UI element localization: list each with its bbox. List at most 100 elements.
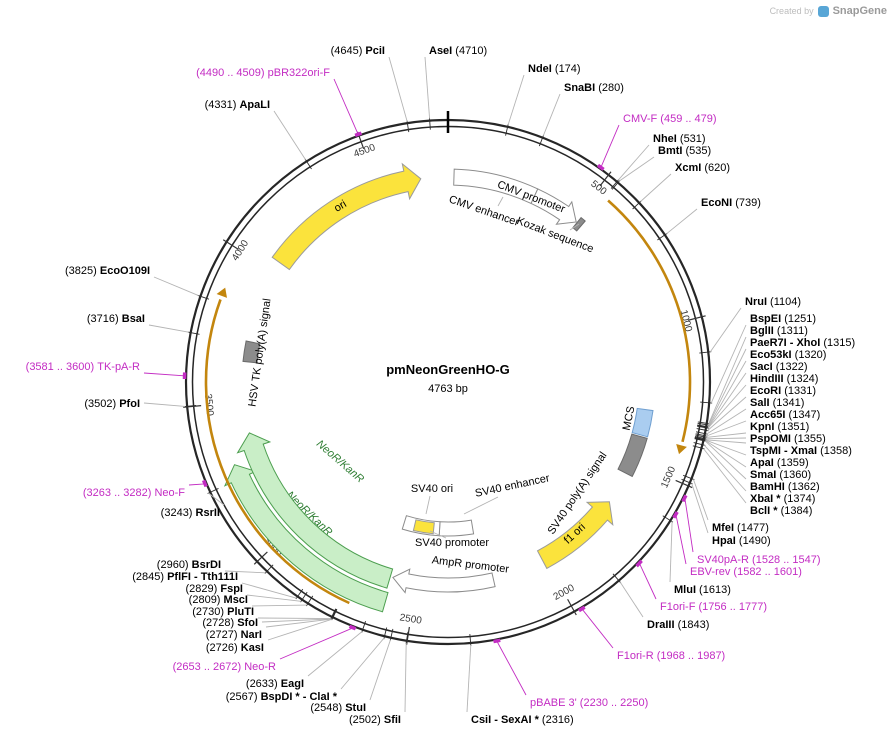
site-leader-pspomi bbox=[705, 437, 747, 440]
site-label-apai[interactable]: ApaI (1359) bbox=[750, 457, 809, 469]
site-label-stui[interactable]: (2548) StuI bbox=[310, 702, 366, 714]
site-leader-neo-f bbox=[188, 483, 205, 486]
site-label-bamhi[interactable]: BamHI (1362) bbox=[750, 481, 820, 493]
site-label-sfii[interactable]: (2502) SfiI bbox=[349, 714, 401, 726]
site-label-pcii[interactable]: (4645) PciI bbox=[331, 45, 385, 57]
sv40-promoter-label: SV40 promoter bbox=[415, 537, 489, 549]
feature-transcript-left-arrowhead bbox=[216, 287, 227, 298]
site-label-xcmi[interactable]: XcmI (620) bbox=[675, 162, 730, 174]
site-label-nari[interactable]: (2727) NarI bbox=[206, 629, 262, 641]
site-label-mlui[interactable]: MluI (1613) bbox=[674, 584, 731, 596]
feature-sv40-enhancer[interactable] bbox=[438, 519, 475, 537]
feature-neor-kanr-inner[interactable] bbox=[236, 432, 394, 589]
site-leader-msci bbox=[251, 604, 307, 607]
site-label-tspmi-xmai[interactable]: TspMI - XmaI (1358) bbox=[750, 445, 852, 457]
site-tick-mfei bbox=[683, 474, 695, 481]
feature-sv40-ori[interactable] bbox=[412, 519, 435, 535]
site-label-neo-f[interactable]: (3263 .. 3282) Neo-F bbox=[83, 487, 185, 499]
site-leader-pbabe-3 bbox=[496, 641, 527, 696]
site-label-sv40pa-r[interactable]: SV40pA-R (1528 .. 1547) bbox=[697, 554, 821, 566]
site-label-saci[interactable]: SacI (1322) bbox=[750, 361, 808, 373]
site-label-eco53ki[interactable]: Eco53kI (1320) bbox=[750, 349, 826, 361]
site-label-apali[interactable]: (4331) ApaLI bbox=[205, 99, 270, 111]
site-label-bspdi-clai[interactable]: (2567) BspDI * - ClaI * bbox=[226, 691, 338, 703]
primer-range-neo-r bbox=[348, 624, 357, 631]
site-label-kpni[interactable]: KpnI (1351) bbox=[750, 421, 809, 433]
site-label-xbai[interactable]: XbaI * (1374) bbox=[750, 493, 815, 505]
site-label-hpai[interactable]: HpaI (1490) bbox=[712, 535, 771, 547]
site-label-nhei[interactable]: NheI (531) bbox=[653, 133, 706, 145]
site-label-acc65i[interactable]: Acc65I (1347) bbox=[750, 409, 820, 421]
feature-transcript-right[interactable] bbox=[607, 199, 692, 443]
site-tick-hpai bbox=[681, 478, 693, 485]
site-leader-tk-pa-r bbox=[143, 372, 185, 377]
site-leader-kasi bbox=[267, 618, 333, 641]
site-label-bspei[interactable]: BspEI (1251) bbox=[750, 313, 816, 325]
primer-range-cmv-f bbox=[596, 163, 605, 171]
feature-f1-ori[interactable] bbox=[536, 501, 614, 570]
site-leader-saci bbox=[707, 372, 747, 428]
site-tick-sfii bbox=[405, 631, 409, 644]
site-tick-ecoo109i bbox=[197, 294, 210, 300]
site-label-pbabe-3[interactable]: pBABE 3' (2230 .. 2250) bbox=[530, 697, 648, 709]
feature-mcs[interactable] bbox=[631, 407, 654, 438]
site-label-ebv-rev[interactable]: EBV-rev (1582 .. 1601) bbox=[690, 566, 802, 578]
feature-ori[interactable] bbox=[271, 162, 422, 271]
site-label-ecoo109i[interactable]: (3825) EcoO109I bbox=[65, 265, 150, 277]
site-label-pflfi-tth111i[interactable]: (2845) PflFI - Tth111I bbox=[132, 571, 238, 583]
site-label-msci[interactable]: (2809) MscI bbox=[189, 594, 248, 606]
site-label-cmv-f[interactable]: CMV-F (459 .. 479) bbox=[623, 113, 717, 125]
site-label-fspi[interactable]: (2829) FspI bbox=[186, 583, 243, 595]
feature-transcript-left[interactable] bbox=[204, 299, 350, 605]
site-label-ecori[interactable]: EcoRI (1331) bbox=[750, 385, 816, 397]
site-label-pbr322ori-f[interactable]: (4490 .. 4509) pBR322ori-F bbox=[196, 67, 330, 79]
site-label-f1ori-f[interactable]: F1ori-F (1756 .. 1777) bbox=[660, 601, 767, 613]
site-label-bmti[interactable]: BmtI (535) bbox=[658, 145, 711, 157]
site-label-hindiii[interactable]: HindIII (1324) bbox=[750, 373, 818, 385]
feature-ampr-promoter[interactable] bbox=[392, 568, 496, 594]
site-label-bglii[interactable]: BglII (1311) bbox=[750, 325, 808, 337]
site-leader-paer7i-xhoi bbox=[708, 348, 747, 426]
site-tick-bspei bbox=[700, 401, 713, 404]
sv40-promoter-label-leader bbox=[429, 530, 447, 539]
site-label-sali[interactable]: SalI (1341) bbox=[750, 397, 804, 409]
site-label-pluti[interactable]: (2730) PluTI bbox=[192, 606, 254, 618]
site-label-bsrdi[interactable]: (2960) BsrDI bbox=[157, 559, 221, 571]
site-label-eagi[interactable]: (2633) EagI bbox=[246, 678, 304, 690]
site-label-sfoi[interactable]: (2728) SfoI bbox=[202, 617, 258, 629]
site-label-rsrii[interactable]: (3243) RsrII bbox=[161, 507, 220, 519]
site-label-paer7i-xhoi[interactable]: PaeR7I - XhoI (1315) bbox=[750, 337, 855, 349]
site-leader-bspei bbox=[710, 324, 747, 404]
snapgene-logo-icon bbox=[817, 5, 829, 17]
feature-sv40-pa[interactable] bbox=[617, 433, 648, 478]
site-label-bcli[interactable]: BclI * (1384) bbox=[750, 505, 812, 517]
site-tick-nrui bbox=[699, 351, 712, 354]
site-label-bsai[interactable]: (3716) BsaI bbox=[87, 313, 145, 325]
site-tick-econi bbox=[657, 232, 668, 241]
site-leader-stui bbox=[369, 639, 391, 701]
scale-tick-1500 bbox=[675, 479, 693, 489]
site-label-snabi[interactable]: SnaBI (280) bbox=[564, 82, 624, 94]
site-label-kasi[interactable]: (2726) KasI bbox=[206, 642, 264, 654]
site-leader-xbai bbox=[703, 444, 747, 492]
site-label-ndei[interactable]: NdeI (174) bbox=[528, 63, 581, 75]
feature-neor-kanr-outer[interactable] bbox=[223, 464, 389, 613]
site-label-nrui[interactable]: NruI (1104) bbox=[745, 296, 801, 308]
site-label-asei[interactable]: AseI (4710) bbox=[429, 45, 487, 57]
site-label-pspomi[interactable]: PspOMI (1355) bbox=[750, 433, 826, 445]
site-label-neo-r[interactable]: (2653 .. 2672) Neo-R bbox=[173, 661, 276, 673]
site-leader-snabi bbox=[542, 93, 561, 136]
feature-hsv-tk-pa[interactable] bbox=[242, 340, 261, 364]
site-label-f1ori-r[interactable]: F1ori-R (1968 .. 1987) bbox=[617, 650, 725, 662]
site-label-tk-pa-r[interactable]: (3581 .. 3600) TK-pA-R bbox=[26, 361, 140, 373]
site-label-pfoi[interactable]: (3502) PfoI bbox=[84, 398, 140, 410]
site-label-smai[interactable]: SmaI (1360) bbox=[750, 469, 811, 481]
feature-cmv-promoter[interactable] bbox=[530, 188, 577, 225]
site-label-csii-sexai[interactable]: CsiI - SexAI * (2316) bbox=[471, 714, 574, 726]
site-label-mfei[interactable]: MfeI (1477) bbox=[712, 522, 769, 534]
site-tick-pluti bbox=[330, 608, 337, 620]
site-label-econi[interactable]: EcoNI (739) bbox=[701, 197, 761, 209]
site-label-draiii[interactable]: DraIII (1843) bbox=[647, 619, 709, 631]
site-tick-smai bbox=[694, 437, 707, 442]
